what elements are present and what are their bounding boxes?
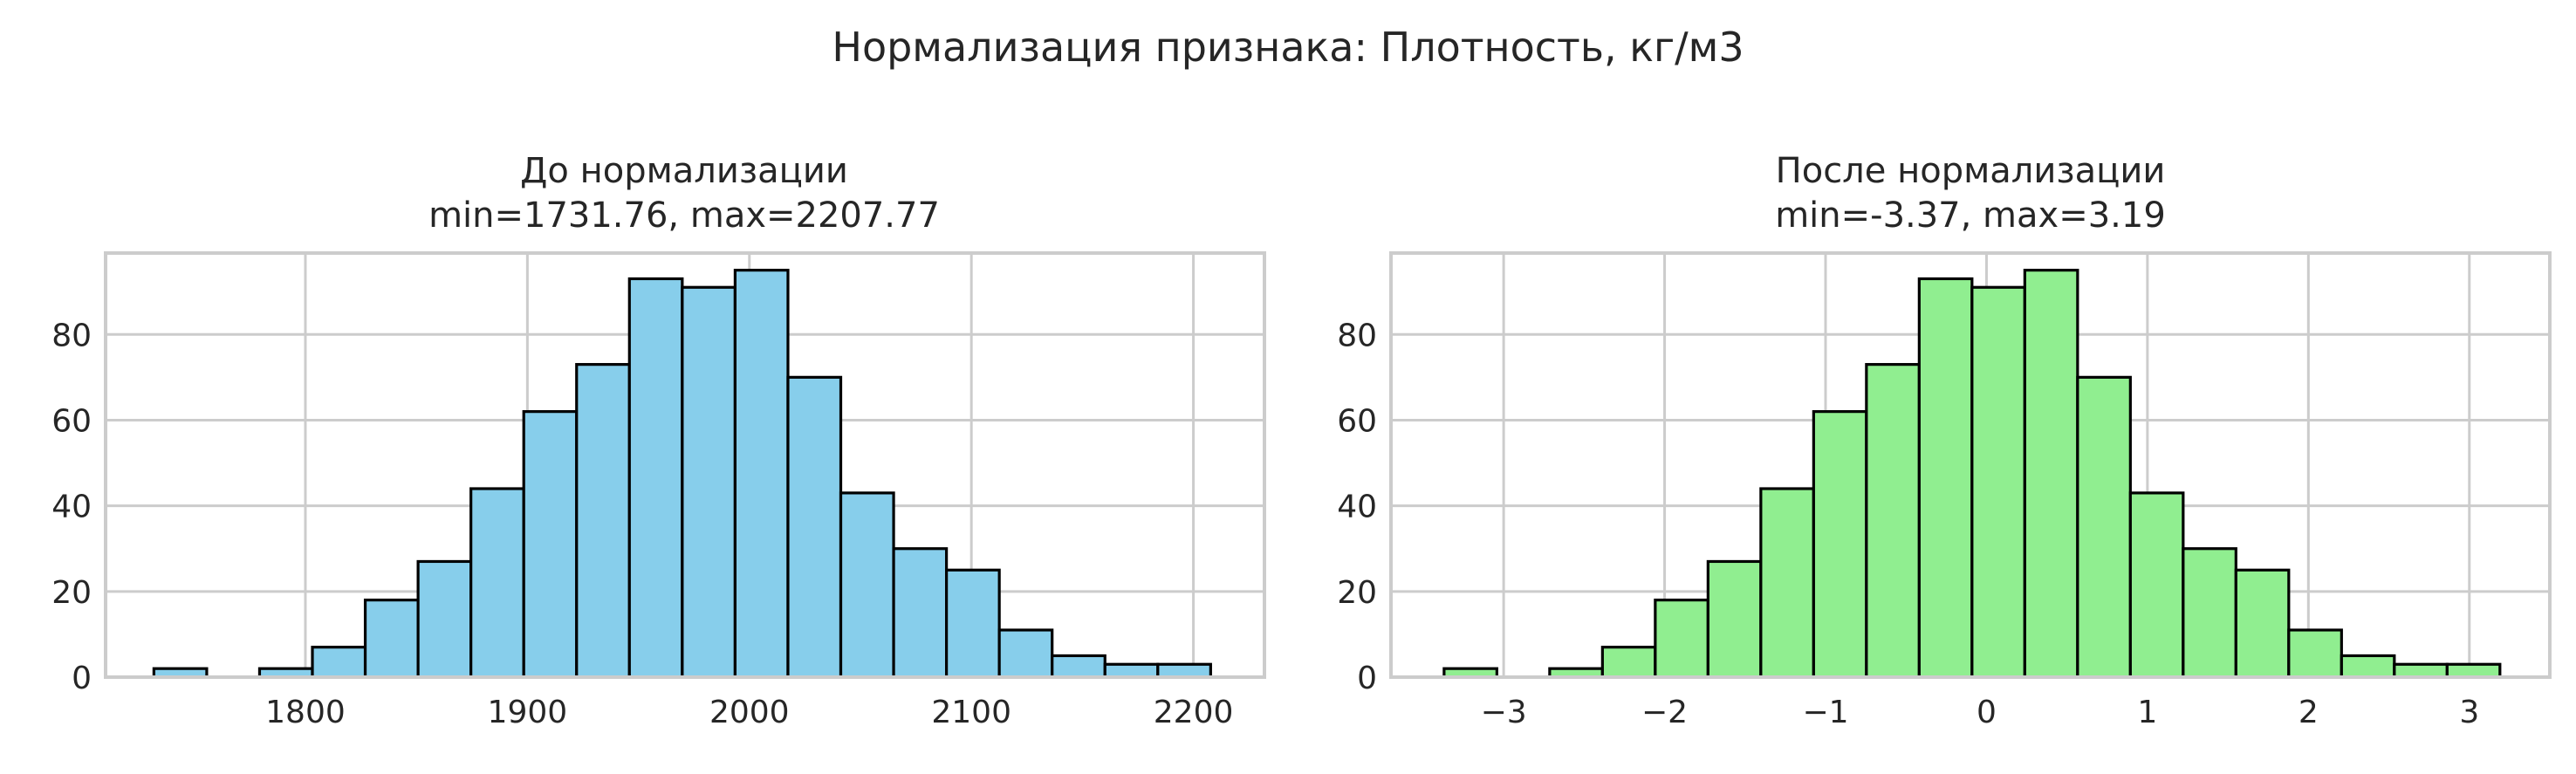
ax1-bars — [1442, 269, 2502, 679]
ax1-xtick-labels: −3 −2 −1 0 1 2 3 — [1481, 695, 2480, 730]
ax0-xtick-label: 2200 — [1154, 695, 1234, 730]
ax1-histogram-bar — [2234, 568, 2291, 679]
ax0-ytick-label: 80 — [51, 318, 92, 353]
ax0-histogram-bar — [522, 410, 579, 679]
ax1-histogram-bar — [1759, 487, 1815, 679]
ax0-histogram-bar — [627, 277, 684, 679]
ax0-histogram-bar — [945, 568, 1001, 679]
ax0-histogram-bar — [786, 375, 843, 679]
ax0-ytick-label: 20 — [51, 575, 92, 611]
ax0-xtick-label: 2100 — [931, 695, 1011, 730]
ax0-histogram-bar — [416, 559, 473, 679]
ax0-histogram-bar — [363, 599, 420, 679]
histogram-before-normalization: До нормализации min=1731.76, max=2207.77… — [51, 151, 1266, 730]
ax1-histogram-bar — [2393, 662, 2449, 679]
ax1-histogram-bar — [1812, 410, 1868, 679]
ax0-histogram-bar — [892, 547, 949, 679]
histogram-after-normalization: После нормализации min=-3.37, max=3.19 −… — [1337, 151, 2552, 730]
ax1-xtick-label: −1 — [1802, 695, 1848, 730]
ax0-histogram-bar — [1051, 654, 1106, 679]
ax0-xtick-label: 2000 — [709, 695, 790, 730]
ax0-histogram-bar — [733, 269, 790, 679]
ax0-ytick-label: 60 — [51, 403, 92, 439]
ax1-ytick-labels: 0 20 40 60 80 — [1337, 318, 1377, 696]
ax0-title-line1: До нормализации — [520, 151, 848, 191]
ax0-histogram-bar — [839, 491, 895, 679]
ax1-ytick-label: 0 — [1357, 661, 1377, 696]
ax1-histogram-bar — [2182, 547, 2237, 679]
ax1-histogram-bar — [1917, 277, 1974, 679]
ax1-ytick-label: 60 — [1337, 403, 1377, 439]
ax0-histogram-bar — [311, 646, 367, 679]
ax1-xtick-label: 3 — [2459, 695, 2479, 730]
ax1-title-line1: После нормализации — [1776, 151, 2166, 191]
ax0-histogram-bar — [469, 487, 525, 679]
ax0-xtick-label: 1800 — [265, 695, 346, 730]
ax1-xtick-label: 2 — [2299, 695, 2319, 730]
ax0-frame — [104, 251, 1266, 679]
ax0-bars — [152, 269, 1212, 679]
ax1-xtick-label: −3 — [1481, 695, 1527, 730]
ax1-histogram-bar — [1654, 599, 1709, 679]
ax1-title-line2: min=-3.37, max=3.19 — [1775, 195, 2166, 236]
ax0-xtick-labels: 1800 1900 2000 2100 2200 — [265, 695, 1233, 730]
ax1-ytick-label: 40 — [1337, 490, 1377, 525]
ax1-ytick-label: 20 — [1337, 575, 1377, 611]
ax0-histogram-bar — [1103, 662, 1160, 679]
ax1-histogram-bar — [2445, 662, 2502, 679]
ax0-histogram-bar — [575, 363, 631, 679]
ax1-histogram-bar — [2128, 491, 2185, 679]
ax0-xtick-label: 1900 — [488, 695, 568, 730]
ax1-xtick-label: 1 — [2137, 695, 2157, 730]
ax1-xtick-label: 0 — [1977, 695, 1997, 730]
ax0-title-line2: min=1731.76, max=2207.77 — [428, 195, 940, 236]
ax1-histogram-bar — [2023, 269, 2079, 679]
ax1-histogram-bar — [1706, 559, 1763, 679]
ax1-xtick-label: −2 — [1641, 695, 1688, 730]
ax0-histogram-bar — [1156, 662, 1212, 679]
ax1-frame — [1389, 251, 2552, 679]
ax1-ytick-label: 80 — [1337, 318, 1377, 353]
ax0-histogram-bar — [997, 628, 1054, 679]
ax1-histogram-bar — [1970, 285, 2026, 679]
ax1-histogram-bar — [2287, 628, 2343, 679]
ax1-histogram-bar — [2340, 654, 2396, 679]
ax0-ytick-labels: 0 20 40 60 80 — [51, 318, 92, 696]
ax0-ytick-label: 0 — [72, 661, 92, 696]
figure-suptitle: Нормализация признака: Плотность, кг/м3 — [832, 24, 1744, 71]
ax1-histogram-bar — [1600, 646, 1657, 679]
ax1-histogram-bar — [2076, 375, 2132, 679]
ax0-histogram-bar — [681, 285, 737, 679]
ax0-ytick-label: 40 — [51, 490, 92, 525]
ax1-histogram-bar — [1865, 363, 1921, 679]
